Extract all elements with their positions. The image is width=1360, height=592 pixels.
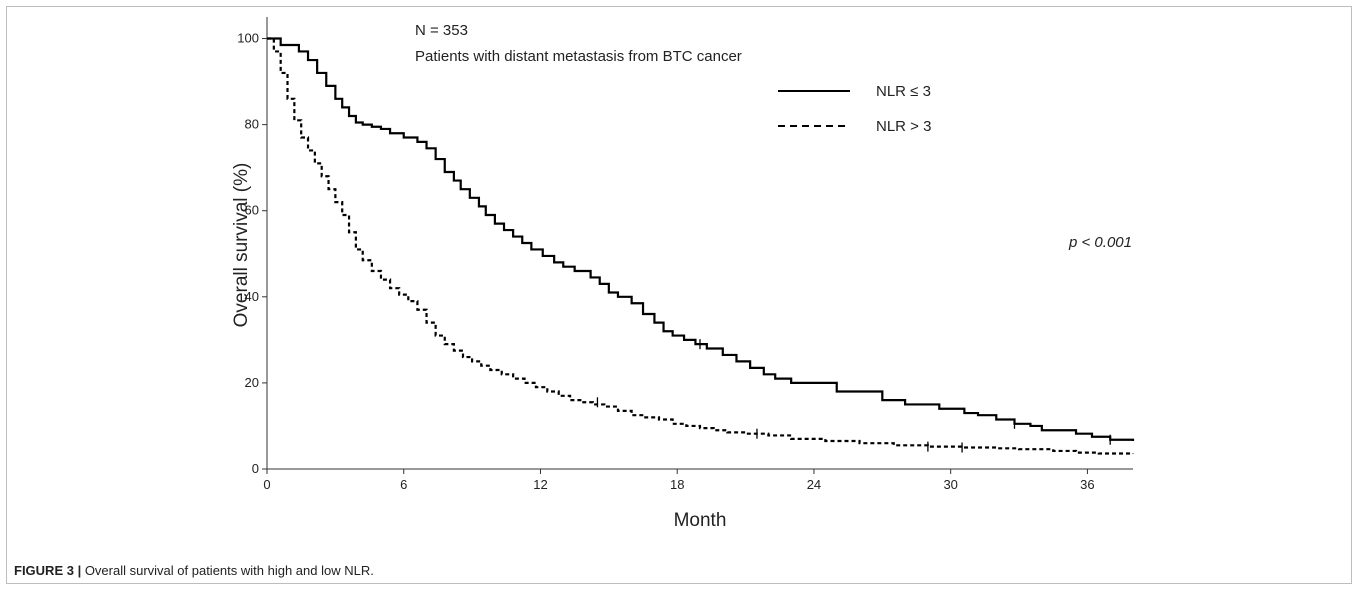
x-tick-label: 30: [943, 477, 957, 492]
x-tick-label: 24: [807, 477, 821, 492]
survival-curves: [267, 37, 1135, 455]
x-tick-label: 12: [533, 477, 547, 492]
x-tick-label: 18: [670, 477, 684, 492]
figure-frame: [6, 6, 1352, 584]
x-tick-label: 0: [263, 477, 270, 492]
y-tick-label: 20: [245, 375, 259, 390]
p-value-annotation: p < 0.001: [1068, 234, 1132, 251]
legend: NLR ≤ 3 NLR > 3: [778, 83, 931, 135]
y-tick-label: 100: [237, 31, 259, 46]
chart-axes: 0 6 12 18 24 30 36 0 20 40 60 80 100: [237, 17, 1133, 492]
y-ticks: 0 20 40 60 80 100: [237, 31, 267, 476]
y-axis-label: Overall survival (%): [231, 163, 252, 328]
y-tick-label: 60: [245, 203, 259, 218]
y-tick-label: 80: [245, 117, 259, 132]
legend-label-nlr-high: NLR > 3: [876, 118, 931, 135]
x-ticks: 0 6 12 18 24 30 36: [263, 469, 1095, 492]
y-tick-label: 40: [245, 289, 259, 304]
sample-size-annotation: N = 353: [415, 22, 468, 39]
figure-caption: FIGURE 3 | Overall survival of patients …: [14, 563, 374, 578]
legend-label-nlr-low: NLR ≤ 3: [876, 83, 931, 100]
x-tick-label: 36: [1080, 477, 1094, 492]
censor-marks: [596, 339, 1111, 453]
x-tick-label: 6: [400, 477, 407, 492]
figure-caption-text: Overall survival of patients with high a…: [81, 563, 374, 578]
survival-curve-nlr-high: [267, 37, 1135, 455]
cohort-annotation: Patients with distant metastasis from BT…: [415, 48, 742, 65]
figure-label: FIGURE 3 |: [14, 563, 82, 578]
y-tick-label: 0: [252, 461, 259, 476]
survival-curve-nlr-low: [267, 37, 1135, 442]
x-axis-label: Month: [674, 510, 727, 531]
